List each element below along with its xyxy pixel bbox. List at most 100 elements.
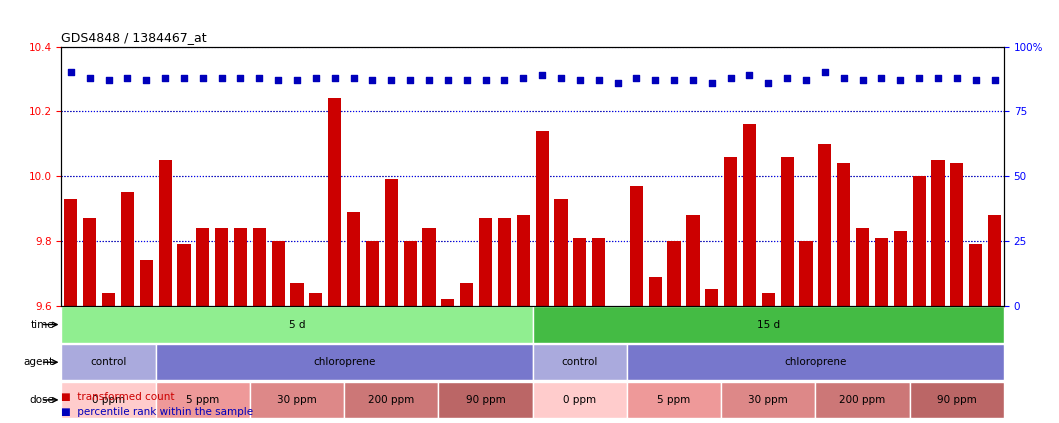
Text: 5 d: 5 d	[289, 319, 305, 330]
Bar	[328, 99, 341, 306]
Text: ■  transformed count: ■ transformed count	[61, 392, 175, 402]
Text: 0 ppm: 0 ppm	[563, 395, 596, 405]
Text: control: control	[561, 357, 598, 367]
Text: 90 ppm: 90 ppm	[937, 395, 976, 405]
Text: 200 ppm: 200 ppm	[840, 395, 885, 405]
Point	[270, 77, 287, 84]
Point	[439, 77, 456, 84]
Bar	[780, 157, 794, 306]
Point	[345, 74, 362, 81]
Bar	[533, 306, 1004, 343]
Point	[741, 71, 758, 78]
Point	[100, 77, 116, 84]
Bar	[156, 344, 533, 380]
Text: 200 ppm: 200 ppm	[369, 395, 414, 405]
Point	[590, 77, 607, 84]
Bar	[536, 131, 549, 306]
Bar	[102, 293, 115, 306]
Point	[571, 77, 588, 84]
Text: 0 ppm: 0 ppm	[92, 395, 125, 405]
Bar	[65, 199, 77, 306]
Point	[401, 77, 418, 84]
Bar	[875, 238, 889, 306]
Bar	[815, 382, 910, 418]
Bar	[913, 176, 926, 306]
Point	[873, 74, 890, 81]
Bar	[969, 244, 983, 306]
Point	[854, 77, 870, 84]
Bar	[837, 163, 850, 306]
Bar	[894, 231, 907, 306]
Bar	[442, 299, 454, 306]
Bar	[156, 382, 250, 418]
Point	[703, 80, 720, 86]
Bar	[271, 241, 285, 306]
Bar	[910, 382, 1004, 418]
Bar	[309, 293, 323, 306]
Bar	[705, 289, 718, 306]
Bar	[819, 144, 831, 306]
Bar	[403, 241, 417, 306]
Bar	[950, 163, 964, 306]
Bar	[627, 382, 721, 418]
Point	[986, 77, 1003, 84]
Text: 5 ppm: 5 ppm	[186, 395, 219, 405]
Point	[232, 74, 249, 81]
Text: time: time	[31, 319, 54, 330]
Bar	[800, 241, 812, 306]
Point	[534, 71, 551, 78]
Bar	[742, 124, 756, 306]
Text: ■  percentile rank within the sample: ■ percentile rank within the sample	[61, 407, 253, 417]
Point	[195, 74, 212, 81]
Point	[477, 77, 493, 84]
Bar	[344, 382, 438, 418]
Bar	[498, 218, 511, 306]
Bar	[592, 238, 606, 306]
Point	[892, 77, 909, 84]
Point	[119, 74, 136, 81]
Bar	[234, 228, 247, 306]
Bar	[573, 238, 587, 306]
Bar	[61, 344, 156, 380]
Bar	[61, 382, 156, 418]
Bar	[517, 215, 530, 306]
Point	[948, 74, 965, 81]
Text: 30 ppm: 30 ppm	[277, 395, 317, 405]
Bar	[856, 228, 869, 306]
Point	[176, 74, 193, 81]
Bar	[931, 160, 945, 306]
Point	[326, 74, 343, 81]
Point	[628, 74, 645, 81]
Point	[459, 77, 475, 84]
Point	[213, 74, 230, 81]
Text: 15 d: 15 d	[757, 319, 779, 330]
Bar	[177, 244, 191, 306]
Text: dose: dose	[29, 395, 54, 405]
Bar	[159, 160, 172, 306]
Point	[836, 74, 852, 81]
Bar	[648, 277, 662, 306]
Bar	[438, 382, 533, 418]
Bar	[554, 199, 568, 306]
Bar	[667, 241, 681, 306]
Point	[553, 74, 570, 81]
Point	[967, 77, 984, 84]
Point	[665, 77, 682, 84]
Point	[62, 69, 79, 76]
Point	[911, 74, 928, 81]
Text: 30 ppm: 30 ppm	[749, 395, 788, 405]
Point	[515, 74, 532, 81]
Text: control: control	[90, 357, 127, 367]
Text: GDS4848 / 1384467_at: GDS4848 / 1384467_at	[61, 31, 208, 44]
Text: 5 ppm: 5 ppm	[658, 395, 690, 405]
Bar	[761, 293, 775, 306]
Text: chloroprene: chloroprene	[313, 357, 375, 367]
Bar	[290, 283, 304, 306]
Point	[496, 77, 513, 84]
Bar	[121, 192, 134, 306]
Text: 90 ppm: 90 ppm	[466, 395, 505, 405]
Point	[647, 77, 664, 84]
Bar	[365, 241, 379, 306]
Bar	[140, 260, 152, 306]
Bar	[627, 344, 1004, 380]
